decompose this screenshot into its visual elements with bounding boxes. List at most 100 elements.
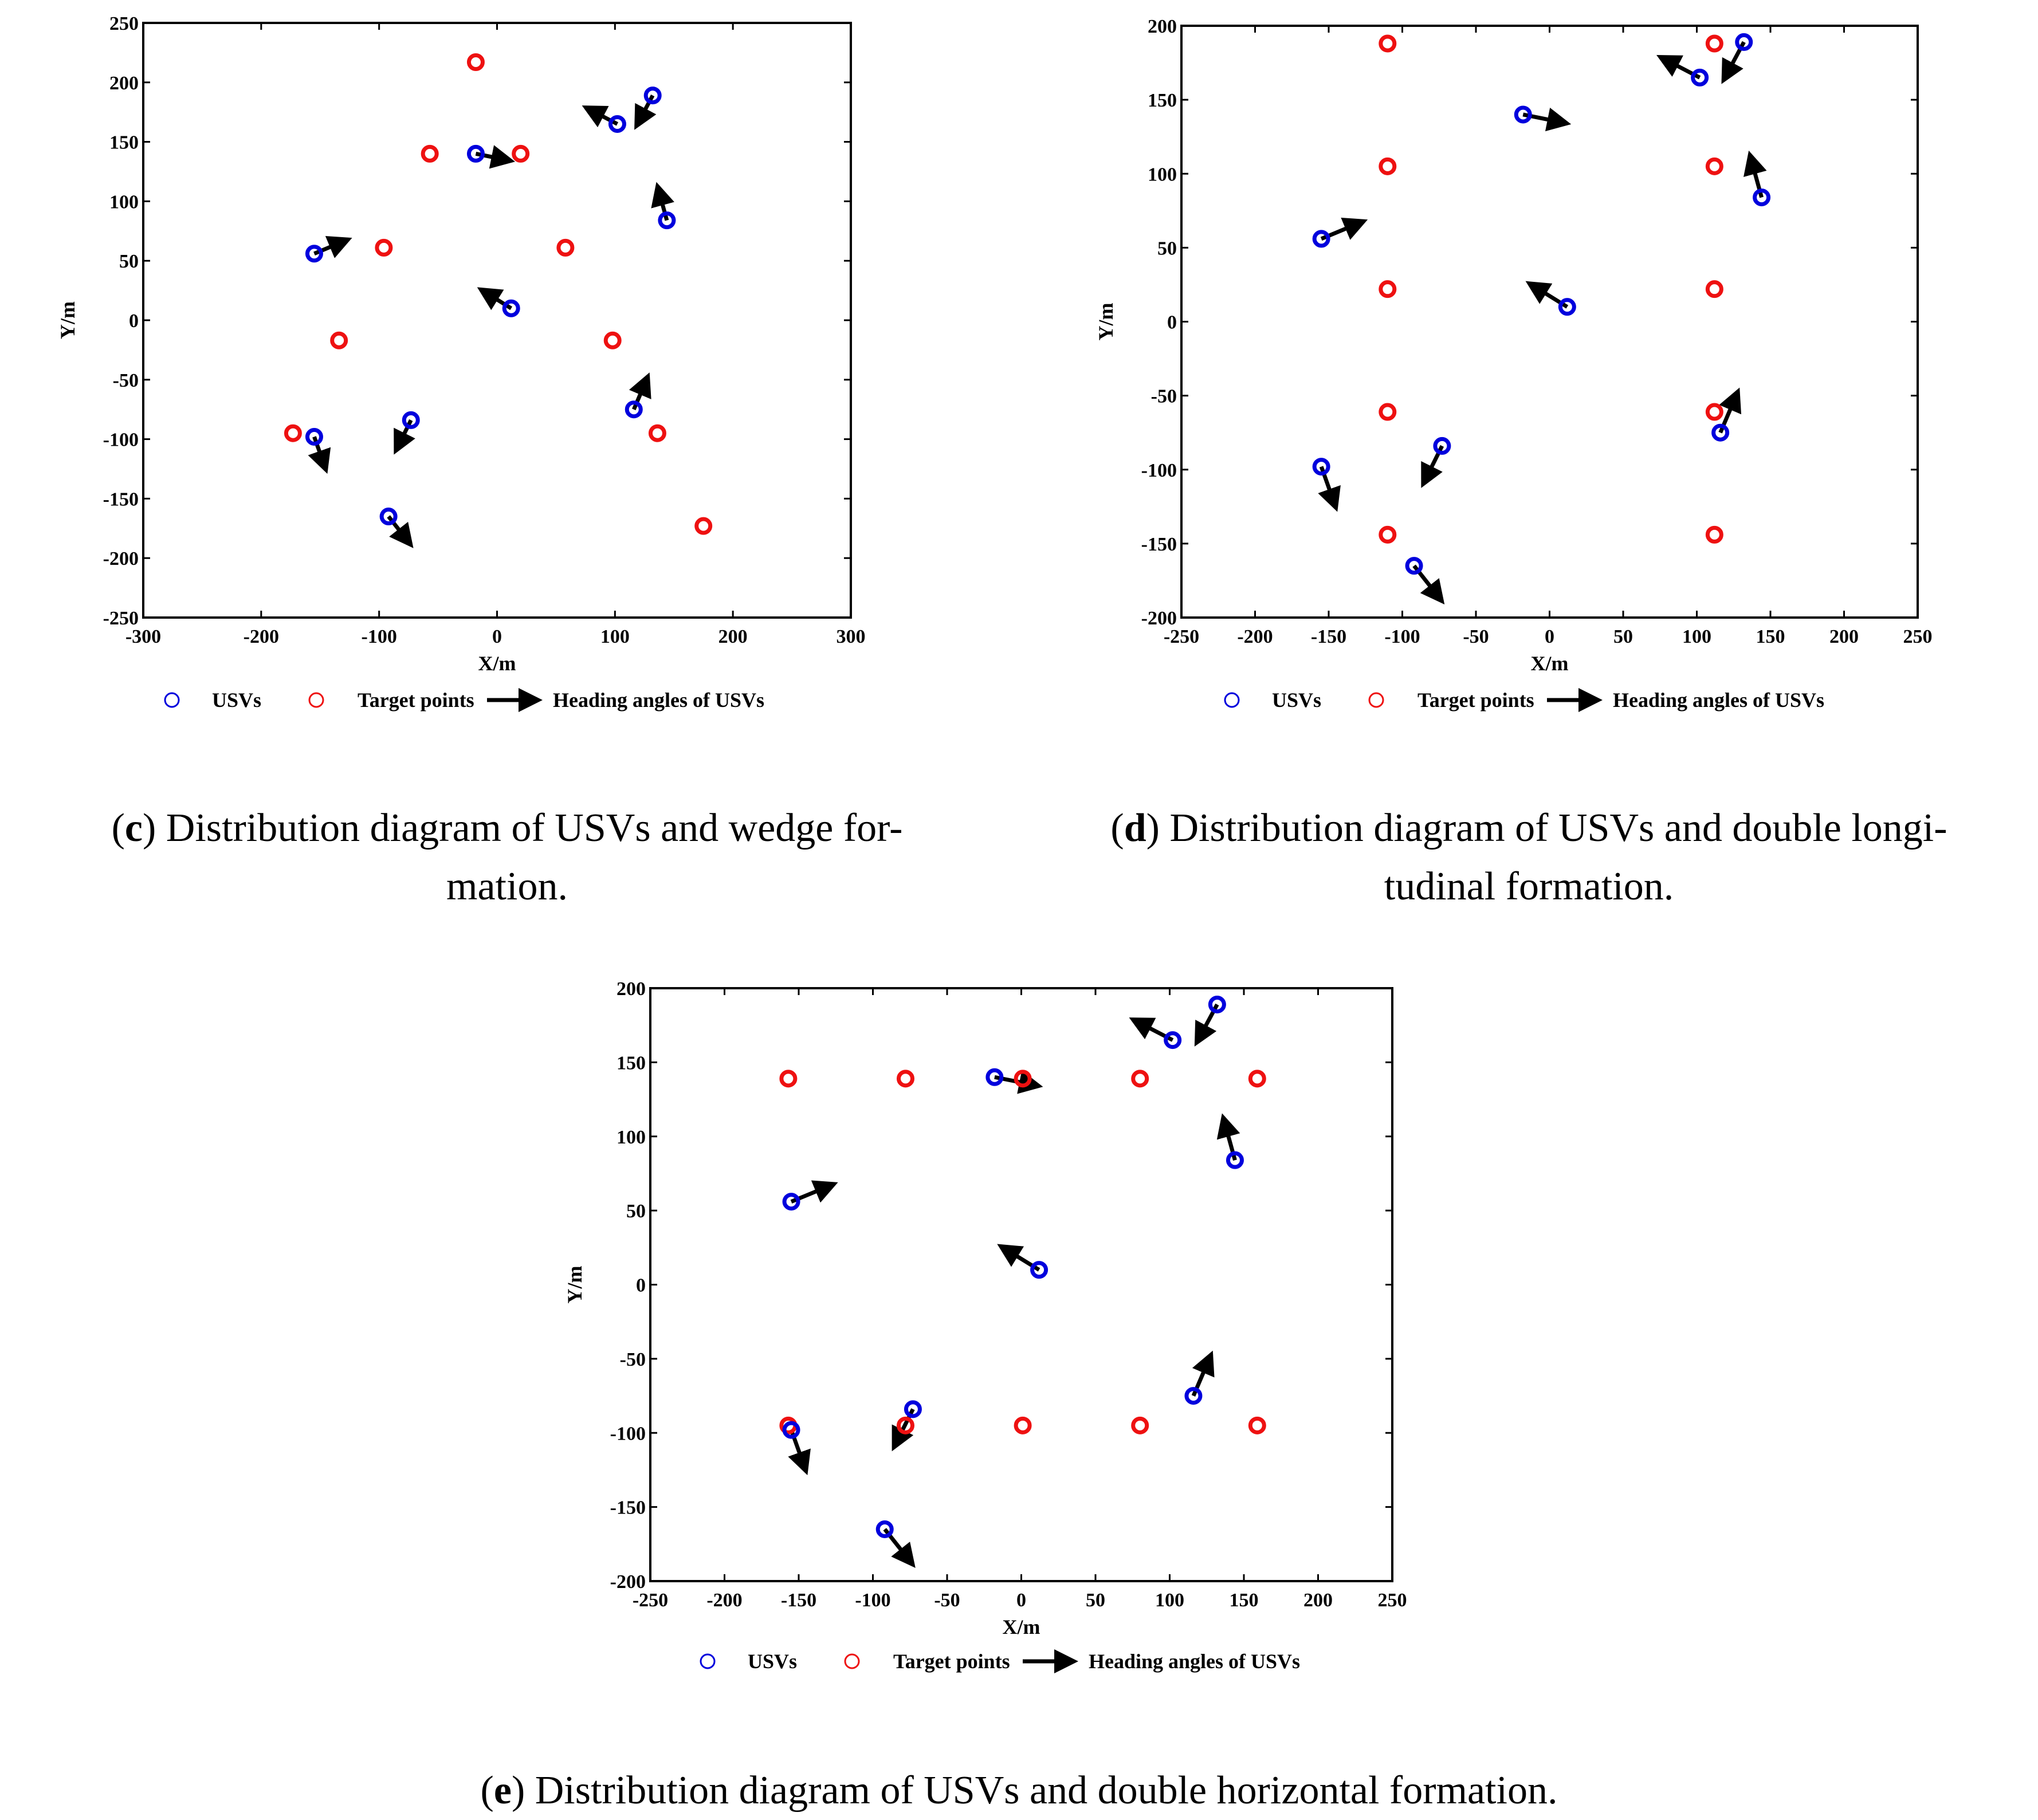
usv-marker (305, 427, 323, 446)
target-point-marker (1014, 1070, 1032, 1088)
legend-target-label: Target points (358, 689, 474, 712)
y-tick-label: 250 (109, 13, 139, 34)
caption-e: (e) Distribution diagram of USVs and dou… (0, 1762, 2038, 1820)
target-point-marker (694, 517, 713, 535)
x-tick-label: 200 (718, 626, 748, 647)
y-tick-label: -150 (610, 1497, 646, 1519)
target-point-marker (1379, 157, 1397, 175)
y-tick-label: 50 (626, 1201, 646, 1222)
target-point-marker (1705, 525, 1723, 544)
y-tick-label: 100 (1148, 164, 1177, 185)
y-tick-label: -250 (103, 608, 139, 629)
y-tick-label: -100 (610, 1423, 646, 1444)
x-tick-label: -50 (1463, 626, 1489, 647)
target-point-marker (1705, 403, 1723, 421)
legend-usv-label: USVs (212, 689, 261, 712)
x-tick-label: 100 (600, 626, 630, 647)
y-tick-label: -50 (113, 370, 139, 391)
x-tick-label: 300 (837, 626, 866, 647)
caption-c-line-1: (c) Distribution diagram of USVs and wed… (111, 806, 903, 850)
x-axis-label: X/m (1531, 652, 1569, 675)
usv-marker (1164, 1031, 1182, 1049)
y-tick-label: -100 (103, 430, 139, 451)
usv-marker (402, 411, 420, 429)
target-point-marker (1131, 1416, 1149, 1434)
usv-marker (658, 211, 676, 230)
x-tick-label: -300 (125, 626, 161, 647)
target-point-marker (896, 1416, 914, 1434)
x-tick-label: 0 (1016, 1590, 1026, 1611)
legend-usv-marker (1224, 692, 1240, 708)
x-tick-label: -250 (633, 1590, 668, 1611)
target-point-marker (512, 144, 530, 163)
usv-marker (1312, 230, 1330, 248)
usv-marker (1433, 437, 1451, 455)
y-tick-label: -150 (103, 489, 139, 510)
y-tick-label: 200 (616, 978, 646, 1000)
y-axis-label: Y/m (56, 301, 79, 339)
target-point-marker (1379, 34, 1397, 53)
legend-usv-marker (164, 692, 180, 708)
x-tick-label: -200 (706, 1590, 742, 1611)
usv-marker (782, 1421, 800, 1439)
y-tick-label: -200 (1141, 608, 1177, 629)
y-tick-label: 0 (129, 310, 139, 332)
x-tick-label: -200 (244, 626, 279, 647)
x-tick-label: -250 (1164, 626, 1199, 647)
y-axis-label: Y/m (563, 1266, 586, 1304)
chart-panel-e: -250 -200 -150 -100 -50 0 50 100 150 200 250-200-1… (563, 978, 1407, 1673)
y-tick-label: 200 (109, 73, 139, 94)
x-tick-label: 50 (1613, 626, 1633, 647)
usv-marker (1711, 423, 1730, 442)
y-tick-label: 150 (1148, 90, 1177, 111)
legend-usv-label: USVs (748, 1650, 797, 1673)
usv-marker (643, 87, 662, 105)
x-tick-label: -150 (781, 1590, 816, 1611)
target-point-marker (1705, 280, 1723, 298)
target-point-marker (1248, 1416, 1266, 1434)
y-tick-label: 100 (109, 191, 139, 213)
usv-marker (1208, 995, 1226, 1013)
target-point-marker (779, 1070, 798, 1088)
target-point-marker (1379, 280, 1397, 298)
y-tick-label: -100 (1141, 460, 1177, 481)
target-point-marker (648, 424, 666, 442)
usv-marker (782, 1193, 800, 1211)
y-tick-label: 50 (119, 251, 139, 272)
x-tick-label: 200 (1303, 1590, 1333, 1611)
legend-usv-label: USVs (1272, 689, 1321, 712)
usv-marker (1558, 298, 1576, 316)
x-tick-label: 200 (1829, 626, 1859, 647)
x-tick-label: -200 (1237, 626, 1273, 647)
target-point-marker (1379, 525, 1397, 544)
target-point-marker (556, 238, 575, 257)
usv-marker (1514, 105, 1532, 124)
caption-e-line-1: (e) Distribution diagram of USVs and dou… (480, 1768, 1558, 1813)
caption-c-letter: c (124, 806, 143, 850)
usv-marker (608, 115, 626, 133)
x-tick-label: -100 (855, 1590, 890, 1611)
target-point-marker (603, 331, 622, 349)
axes-frame (649, 987, 1393, 1582)
target-point-marker (1705, 34, 1723, 53)
target-point-marker (1131, 1070, 1149, 1088)
caption-c-line-2: mation. (446, 864, 568, 909)
x-tick-label: 50 (1086, 1590, 1105, 1611)
usv-marker (1405, 557, 1423, 575)
usv-marker (1691, 68, 1709, 87)
x-tick-label: -50 (934, 1590, 960, 1611)
y-tick-label: 0 (636, 1275, 646, 1296)
x-tick-label: 250 (1903, 626, 1933, 647)
caption-d-line-2: tudinal formation. (1384, 864, 1674, 909)
legend-heading-label: Heading angles of USVs (1089, 1650, 1300, 1673)
usv-marker (379, 508, 398, 526)
target-point-marker (330, 331, 348, 349)
x-axis-label: X/m (1003, 1615, 1040, 1638)
usv-marker (904, 1400, 922, 1418)
usv-marker (466, 144, 485, 163)
y-tick-label: 0 (1167, 312, 1177, 333)
legend-target-label: Target points (1417, 689, 1534, 712)
target-point-marker (284, 424, 302, 442)
chart-panel-c: -300 -200 -100 0 100 200 300 -250 -200 -150 -100 -5… (56, 13, 866, 712)
